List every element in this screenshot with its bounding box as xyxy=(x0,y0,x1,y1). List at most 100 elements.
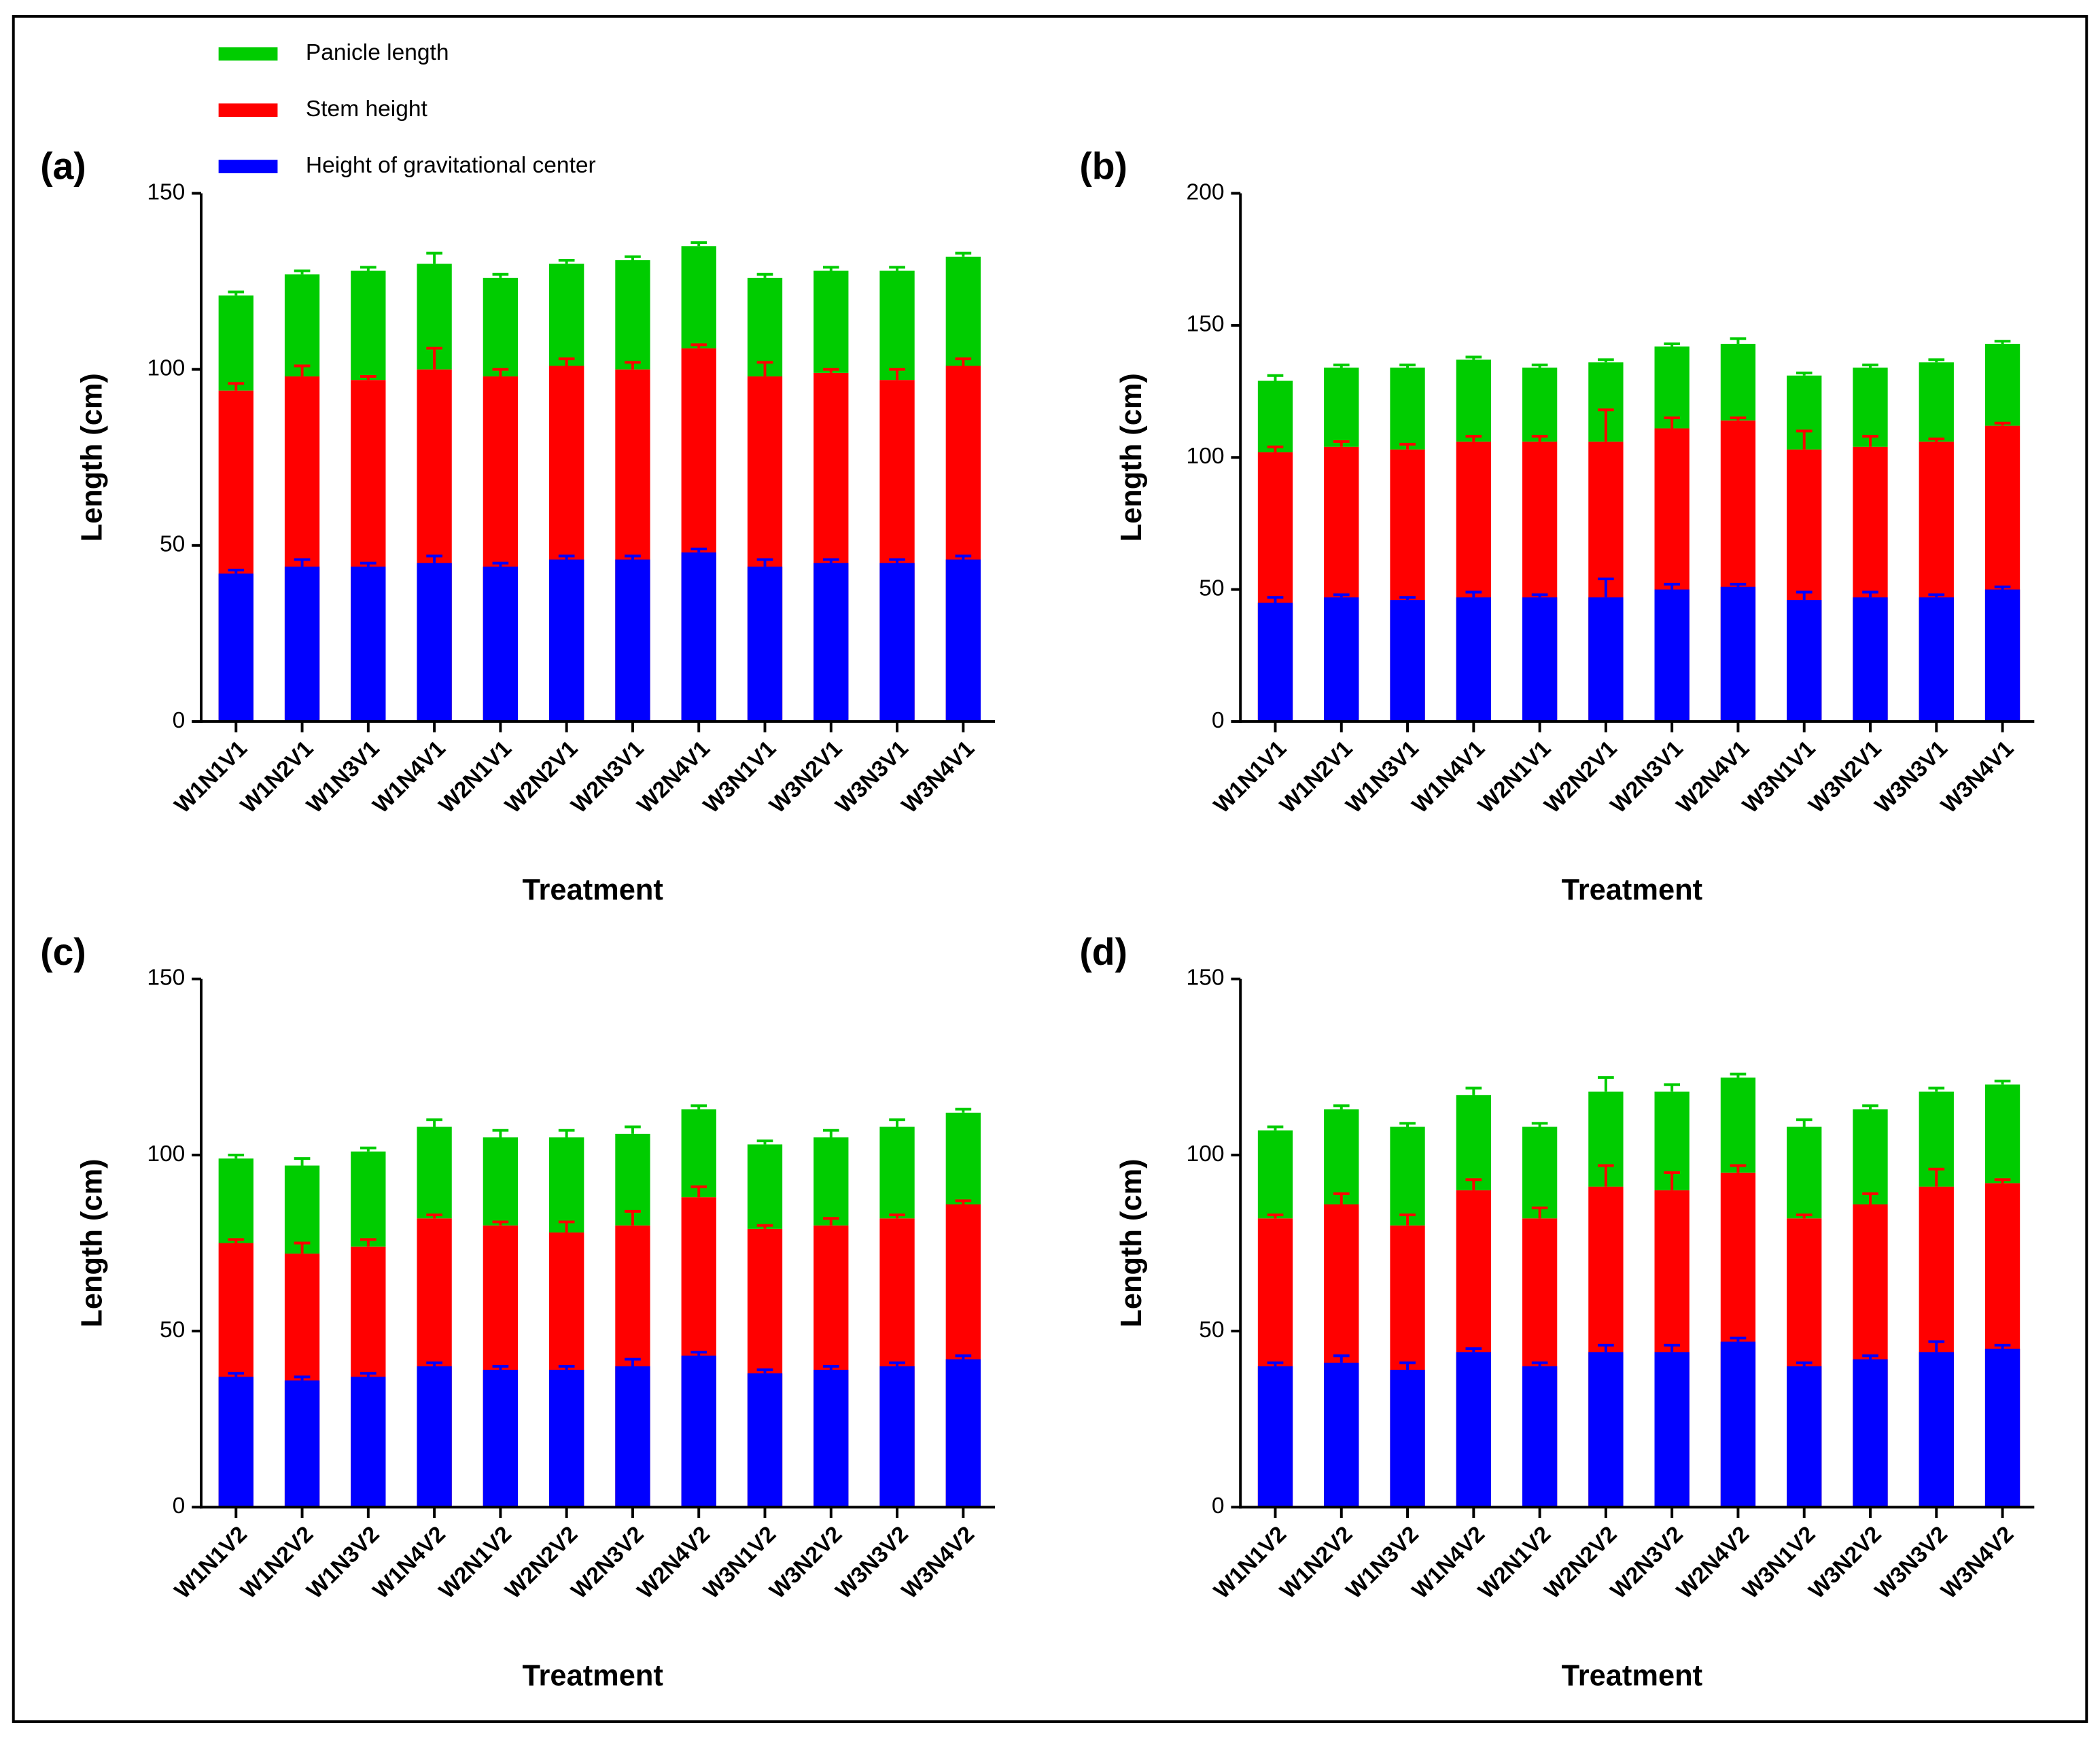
error-bar xyxy=(1664,1083,1681,1092)
bar-panicle-length xyxy=(1919,362,1954,442)
bar-gravitational-center xyxy=(1390,600,1425,722)
error-bar xyxy=(1928,1340,1945,1353)
error-bar xyxy=(1333,1192,1350,1205)
bar-gravitational-center xyxy=(1787,1366,1822,1508)
bar-gravitational-center xyxy=(417,563,452,722)
x-tick-label: W1N2V1 xyxy=(1275,736,1357,818)
x-tick-label: W3N2V2 xyxy=(765,1522,847,1604)
frame xyxy=(12,15,2088,1723)
error-bar xyxy=(1399,1213,1416,1226)
error-bar xyxy=(426,347,442,370)
error-bar xyxy=(955,1107,972,1113)
error-bar xyxy=(822,266,839,271)
bar-panicle-length xyxy=(1324,368,1359,447)
error-bar xyxy=(889,1361,905,1366)
error-bar xyxy=(1333,593,1350,598)
bar-panicle-length xyxy=(1720,1077,1756,1173)
error-bar xyxy=(625,1358,641,1366)
bar-panicle-length xyxy=(945,256,981,366)
y-tick-label: 50 xyxy=(160,532,185,557)
bar-panicle-length xyxy=(879,270,915,380)
error-bar xyxy=(690,241,707,247)
bar-gravitational-center xyxy=(1456,597,1491,722)
x-tick-label: W2N4V1 xyxy=(633,736,715,818)
error-bar xyxy=(625,361,641,370)
bar-panicle-length xyxy=(1324,1109,1359,1205)
bar-gravitational-center xyxy=(351,566,386,722)
error-bar xyxy=(558,1129,575,1138)
error-bar xyxy=(1598,358,1614,363)
bar-panicle-length xyxy=(1522,368,1558,442)
bar-gravitational-center xyxy=(681,552,716,722)
error-bar xyxy=(1598,408,1614,442)
bar-panicle-length xyxy=(1853,368,1888,447)
bar-panicle-length xyxy=(284,1165,320,1254)
bar-gravitational-center xyxy=(483,566,519,722)
error-bar xyxy=(1531,1122,1548,1127)
error-bar xyxy=(625,255,641,260)
panel-label: (b) xyxy=(1079,145,1127,188)
error-bar xyxy=(889,266,905,271)
error-bar xyxy=(690,1351,707,1356)
error-bar xyxy=(1399,1122,1416,1127)
x-tick-label: W3N4V1 xyxy=(1936,736,2018,818)
error-bar xyxy=(1862,1192,1878,1205)
error-bar xyxy=(756,1224,773,1229)
error-bar xyxy=(1994,585,2011,590)
error-bar xyxy=(1730,582,1747,587)
error-bar xyxy=(492,368,509,377)
error-bar xyxy=(955,554,972,560)
bar-gravitational-center xyxy=(1522,1366,1558,1508)
bar-panicle-length xyxy=(879,1127,915,1219)
x-tick-label: W2N1V1 xyxy=(1473,736,1556,818)
bar-panicle-length xyxy=(681,246,716,349)
x-tick-label: W2N2V2 xyxy=(500,1522,582,1604)
error-bar xyxy=(1267,374,1284,381)
bar-gravitational-center xyxy=(417,1366,452,1508)
error-bar xyxy=(492,1129,509,1138)
error-bar xyxy=(756,272,773,278)
x-tick-label: W3N3V1 xyxy=(831,736,913,818)
error-bar xyxy=(558,259,575,264)
x-tick-label: W2N2V2 xyxy=(1540,1522,1622,1604)
bar-gravitational-center xyxy=(1919,597,1954,722)
x-tick-label: W3N1V1 xyxy=(1738,736,1820,818)
error-bar xyxy=(1928,358,1945,363)
y-tick-label: 50 xyxy=(1199,575,1224,601)
bar-gravitational-center xyxy=(284,1380,320,1508)
x-tick-label: W3N2V2 xyxy=(1804,1522,1887,1604)
bar-gravitational-center xyxy=(1984,1349,2020,1508)
bar-gravitational-center xyxy=(1853,1359,1888,1508)
error-bar xyxy=(889,1213,905,1219)
error-bar xyxy=(1465,355,1482,360)
error-bar xyxy=(1664,582,1681,590)
error-bar xyxy=(1664,1343,1681,1353)
bar-gravitational-center xyxy=(351,1377,386,1508)
error-bar xyxy=(1862,1354,1878,1360)
error-bar xyxy=(889,1118,905,1127)
error-bar xyxy=(228,1153,245,1159)
bar-gravitational-center xyxy=(1720,586,1756,722)
x-tick-label: W1N1V2 xyxy=(170,1522,252,1604)
bar-gravitational-center xyxy=(681,1355,716,1508)
error-bar xyxy=(1267,1213,1284,1219)
error-bar xyxy=(1994,1080,2011,1085)
error-bar xyxy=(1267,1125,1284,1131)
bar-panicle-length xyxy=(1257,380,1293,453)
bar-gravitational-center xyxy=(945,559,981,722)
error-bar xyxy=(1928,1086,1945,1092)
x-tick-label: W1N4V1 xyxy=(1407,736,1490,818)
error-bar xyxy=(294,364,311,377)
bar-panicle-length xyxy=(945,1112,981,1205)
x-tick-label: W3N2V1 xyxy=(1804,736,1887,818)
x-tick-label: W3N4V2 xyxy=(897,1522,979,1604)
bar-gravitational-center xyxy=(1390,1370,1425,1508)
error-bar xyxy=(1267,596,1284,603)
legend-label: Panicle length xyxy=(306,40,449,65)
error-bar xyxy=(889,558,905,563)
y-tick-label: 50 xyxy=(160,1317,185,1343)
error-bar xyxy=(1465,1347,1482,1353)
panel-label: (d) xyxy=(1079,931,1127,973)
bar-gravitational-center xyxy=(747,566,783,722)
error-bar xyxy=(558,357,575,366)
